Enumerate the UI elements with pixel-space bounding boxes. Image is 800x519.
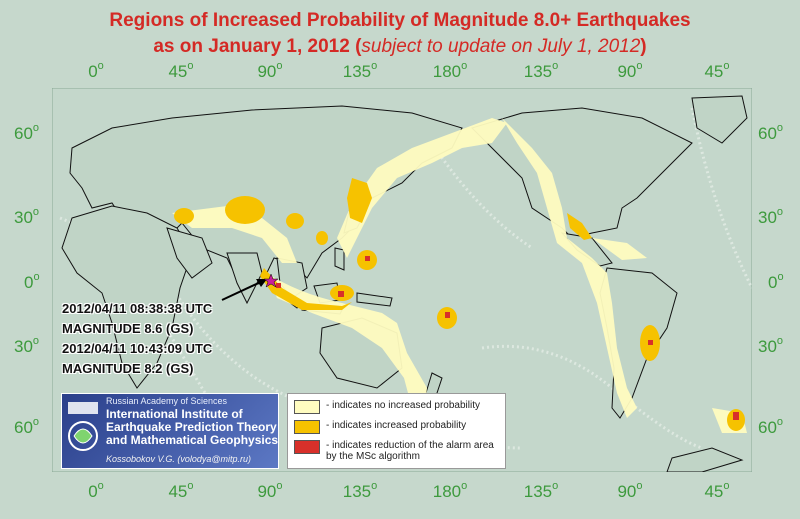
pale-zone-americas [502, 118, 637, 418]
lon-bottom-135w: 135o [523, 480, 559, 501]
lon-top-180: 180o [432, 60, 468, 81]
red-mark-south-sandwich [733, 412, 739, 420]
author-credit: Kossobokov V.G. (volodya@mitp.ru) [106, 454, 252, 464]
antarctic-peninsula [666, 447, 744, 472]
red-mark-philippines [365, 256, 370, 261]
legend-swatch-red [294, 440, 320, 454]
epicenter-star-icon [263, 273, 279, 288]
lat-left-60s: 60o [14, 416, 40, 437]
zone-sumatra-java [260, 268, 352, 310]
new-guinea [356, 292, 393, 307]
title-date: as on January 1, 2012 ( [153, 36, 362, 57]
lon-bottom-90: 90o [257, 480, 283, 501]
legend-swatch-yellow [294, 420, 320, 434]
institute-credit: Russian Academy of Sciences Internationa… [61, 393, 279, 469]
lon-top-135: 135o [342, 60, 378, 81]
ras-label: Russian Academy of Sciences [106, 396, 228, 406]
lat-right-30n: 30o [758, 206, 784, 227]
quake-2-magnitude: MAGNITUDE 8.2 (GS) [62, 361, 194, 376]
india [226, 252, 263, 305]
institute-logo-icon [68, 402, 98, 451]
africa [61, 205, 193, 389]
red-mark-tonga [445, 312, 450, 318]
lon-bottom-180: 180o [432, 480, 468, 501]
zone-china [286, 213, 304, 229]
pale-zone-japan-kuril [337, 118, 507, 258]
lon-bottom-135: 135o [342, 480, 378, 501]
zone-iran [174, 208, 194, 224]
legend-item-increased: - indicates increased probability [294, 420, 466, 434]
red-mark-chile [648, 340, 653, 345]
zone-mexico [567, 213, 592, 240]
north-america [471, 107, 693, 239]
quake-2-time: 2012/04/11 10:43:09 UTC [62, 341, 213, 356]
lat-right-30s: 30o [758, 335, 784, 356]
legend-swatch-pale [294, 400, 320, 414]
map-title-line2: as on January 1, 2012 (subject to update… [0, 36, 800, 58]
lon-top-90w: 90o [617, 60, 643, 81]
legend-item-no-increase: - indicates no increased probability [294, 400, 480, 414]
philippines [334, 247, 345, 271]
lon-bottom-90w: 90o [617, 480, 643, 501]
earthquake-pointer [221, 273, 279, 301]
red-mark-sumatra [276, 283, 281, 288]
continents [61, 95, 748, 472]
lat-right-60n: 60o [758, 122, 784, 143]
map-legend: - indicates no increased probability - i… [287, 393, 506, 469]
map-title-line1: Regions of Increased Probability of Magn… [109, 10, 691, 31]
greenland [691, 95, 748, 144]
lon-bottom-0: 0o [88, 480, 104, 501]
pale-zone-himalaya [172, 206, 297, 263]
zone-central-asia [225, 196, 265, 224]
lat-left-0: 0o [24, 271, 40, 292]
lat-left-30s: 30o [14, 335, 40, 356]
title-update-note: subject to update on July 1, 2012 [361, 36, 641, 57]
increased-zones [174, 178, 745, 431]
lat-left-60n: 60o [14, 122, 40, 143]
lon-bottom-45: 45o [168, 480, 194, 501]
pale-zone-caribbean [592, 238, 647, 260]
title-close: ) [640, 36, 647, 57]
lon-top-45: 45o [168, 60, 194, 81]
lat-right-0: 0o [768, 271, 784, 292]
institute-name: International Institute of Earthquake Pr… [106, 407, 279, 447]
quake-1-time: 2012/04/11 08:38:38 UTC [62, 301, 213, 316]
red-mark-banda [338, 291, 344, 297]
reduced-zones [276, 256, 739, 420]
lon-top-45w: 45o [704, 60, 730, 81]
zone-japan [347, 178, 372, 223]
arabia [166, 227, 213, 279]
lon-top-135w: 135o [523, 60, 559, 81]
legend-item-reduction: - indicates reduction of the alarm area … [294, 440, 494, 462]
lon-top-90: 90o [257, 60, 283, 81]
lon-bottom-45w: 45o [704, 480, 730, 501]
zone-taiwan [316, 231, 328, 245]
quake-1-magnitude: MAGNITUDE 8.6 (GS) [62, 321, 194, 336]
lon-top-0: 0o [88, 60, 104, 81]
lat-left-30n: 30o [14, 206, 40, 227]
lat-right-60s: 60o [758, 416, 784, 437]
